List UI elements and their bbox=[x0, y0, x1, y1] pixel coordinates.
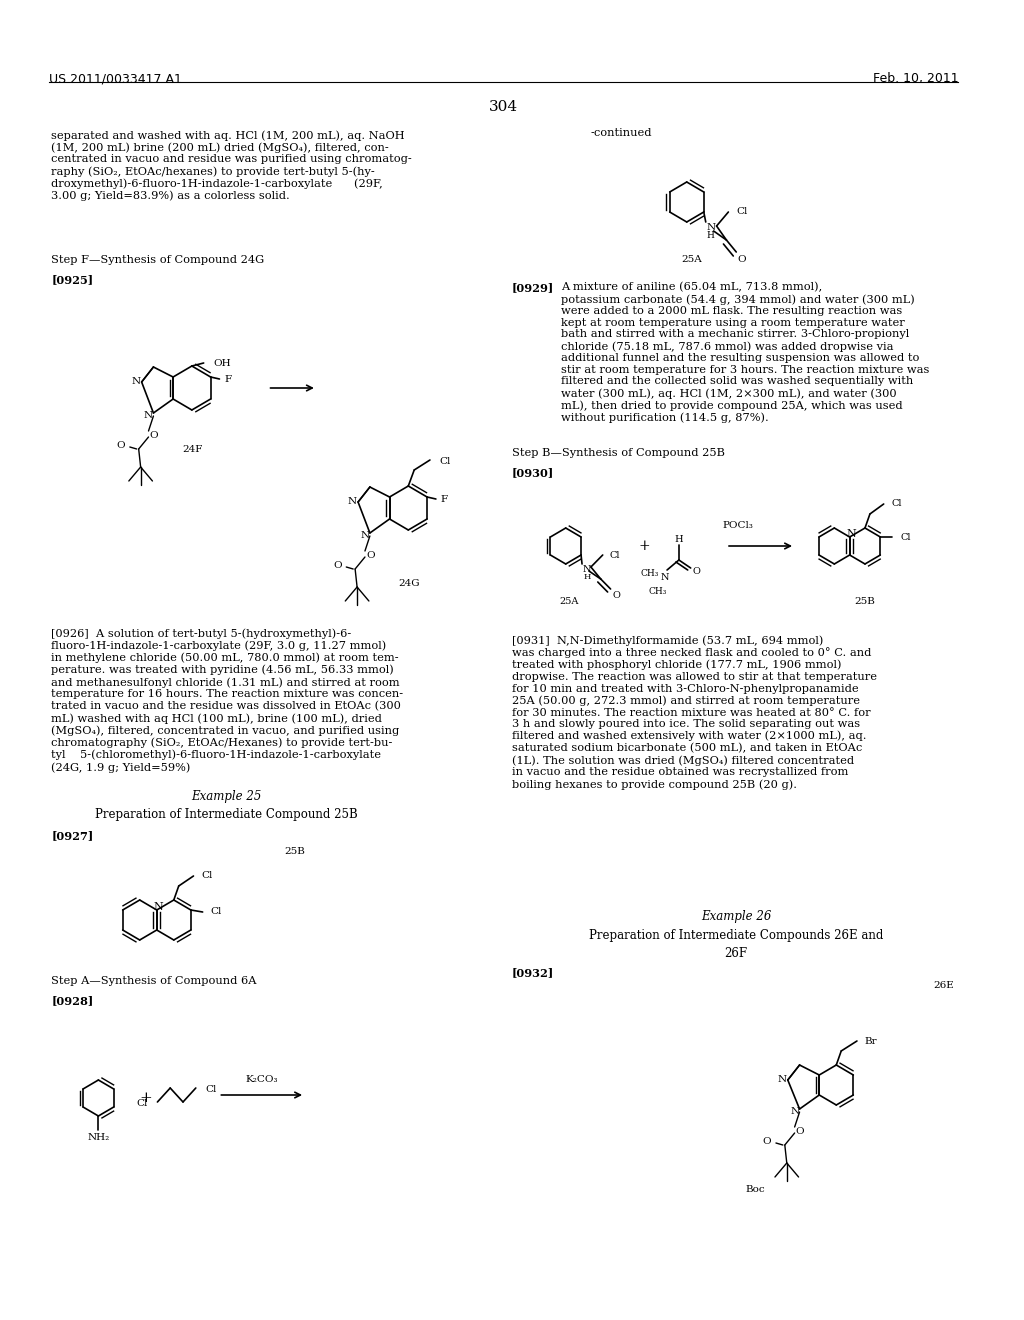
Text: Br: Br bbox=[865, 1038, 878, 1047]
Text: +: + bbox=[139, 1092, 152, 1105]
Text: 304: 304 bbox=[489, 100, 518, 114]
Text: 25B: 25B bbox=[855, 597, 876, 606]
Text: F: F bbox=[440, 495, 447, 503]
Text: Cl: Cl bbox=[206, 1085, 217, 1094]
Text: Cl: Cl bbox=[609, 550, 621, 560]
Text: H: H bbox=[675, 536, 683, 544]
Text: Step F—Synthesis of Compound 24G: Step F—Synthesis of Compound 24G bbox=[51, 255, 264, 265]
Text: +: + bbox=[639, 539, 650, 553]
Text: Feb. 10, 2011: Feb. 10, 2011 bbox=[872, 73, 958, 84]
Text: -continued: -continued bbox=[590, 128, 652, 139]
Text: N: N bbox=[847, 529, 856, 539]
Text: [0929]: [0929] bbox=[512, 282, 554, 293]
Text: O: O bbox=[763, 1137, 771, 1146]
Text: N: N bbox=[791, 1106, 799, 1115]
Text: N: N bbox=[144, 411, 153, 420]
Text: 26E: 26E bbox=[934, 981, 954, 990]
Text: K₂CO₃: K₂CO₃ bbox=[246, 1076, 278, 1085]
Text: N: N bbox=[583, 565, 591, 573]
Text: [0925]: [0925] bbox=[51, 275, 93, 285]
Text: Cl: Cl bbox=[136, 1100, 147, 1109]
Text: F: F bbox=[224, 375, 231, 384]
Text: [0931]  N,N-Dimethylformamide (53.7 mL, 694 mmol)
was charged into a three necke: [0931] N,N-Dimethylformamide (53.7 mL, 6… bbox=[512, 635, 877, 789]
Text: H: H bbox=[707, 231, 715, 240]
Text: N: N bbox=[777, 1074, 786, 1084]
Text: O: O bbox=[150, 430, 158, 440]
Text: N: N bbox=[707, 223, 715, 232]
Text: 24G: 24G bbox=[398, 578, 420, 587]
Text: 25A: 25A bbox=[559, 597, 579, 606]
Text: 25A: 25A bbox=[681, 256, 702, 264]
Text: Example 26: Example 26 bbox=[700, 909, 771, 923]
Text: NH₂: NH₂ bbox=[87, 1134, 110, 1143]
Text: CH₃: CH₃ bbox=[640, 569, 658, 578]
Text: Example 25: Example 25 bbox=[191, 789, 261, 803]
Text: Cl: Cl bbox=[211, 908, 222, 916]
Text: Step A—Synthesis of Compound 6A: Step A—Synthesis of Compound 6A bbox=[51, 975, 257, 986]
Text: N: N bbox=[347, 496, 356, 506]
Text: [0932]: [0932] bbox=[512, 968, 554, 978]
Text: US 2011/0033417 A1: US 2011/0033417 A1 bbox=[49, 73, 182, 84]
Text: [0926]  A solution of tert-butyl 5-(hydroxymethyl)-6-
fluoro-1H-indazole-1-carbo: [0926] A solution of tert-butyl 5-(hydro… bbox=[51, 628, 403, 772]
Text: N: N bbox=[131, 376, 140, 385]
Text: Cl: Cl bbox=[736, 207, 748, 216]
Text: separated and washed with aq. HCl (1M, 200 mL), aq. NaOH
(1M, 200 mL) brine (200: separated and washed with aq. HCl (1M, 2… bbox=[51, 129, 412, 201]
Text: H: H bbox=[584, 573, 591, 581]
Text: Cl: Cl bbox=[202, 871, 213, 880]
Text: POCl₃: POCl₃ bbox=[723, 520, 754, 529]
Text: O: O bbox=[117, 441, 125, 450]
Text: Boc: Boc bbox=[745, 1184, 765, 1193]
Text: Step B—Synthesis of Compound 25B: Step B—Synthesis of Compound 25B bbox=[512, 447, 725, 458]
Text: Cl: Cl bbox=[900, 532, 910, 541]
Text: Preparation of Intermediate Compounds 26E and: Preparation of Intermediate Compounds 26… bbox=[589, 929, 883, 942]
Text: N: N bbox=[360, 531, 370, 540]
Text: Preparation of Intermediate Compound 25B: Preparation of Intermediate Compound 25B bbox=[95, 808, 357, 821]
Text: O: O bbox=[738, 256, 746, 264]
Text: 25B: 25B bbox=[284, 847, 305, 857]
Text: CH₃: CH₃ bbox=[648, 587, 667, 597]
Text: [0927]: [0927] bbox=[51, 830, 93, 841]
Text: OH: OH bbox=[213, 359, 231, 367]
Text: 26F: 26F bbox=[724, 946, 748, 960]
Text: N: N bbox=[660, 573, 670, 582]
Text: O: O bbox=[612, 590, 621, 599]
Text: O: O bbox=[692, 568, 700, 577]
Text: [0928]: [0928] bbox=[51, 995, 93, 1006]
Text: A mixture of aniline (65.04 mL, 713.8 mmol),
potassium carbonate (54.4 g, 394 mm: A mixture of aniline (65.04 mL, 713.8 mm… bbox=[561, 282, 929, 424]
Text: O: O bbox=[333, 561, 342, 569]
Text: O: O bbox=[366, 550, 375, 560]
Text: N: N bbox=[154, 902, 164, 912]
Text: 24F: 24F bbox=[182, 446, 203, 454]
Text: Cl: Cl bbox=[439, 457, 452, 466]
Text: Cl: Cl bbox=[892, 499, 902, 508]
Text: O: O bbox=[796, 1126, 804, 1135]
Text: [0930]: [0930] bbox=[512, 467, 554, 478]
